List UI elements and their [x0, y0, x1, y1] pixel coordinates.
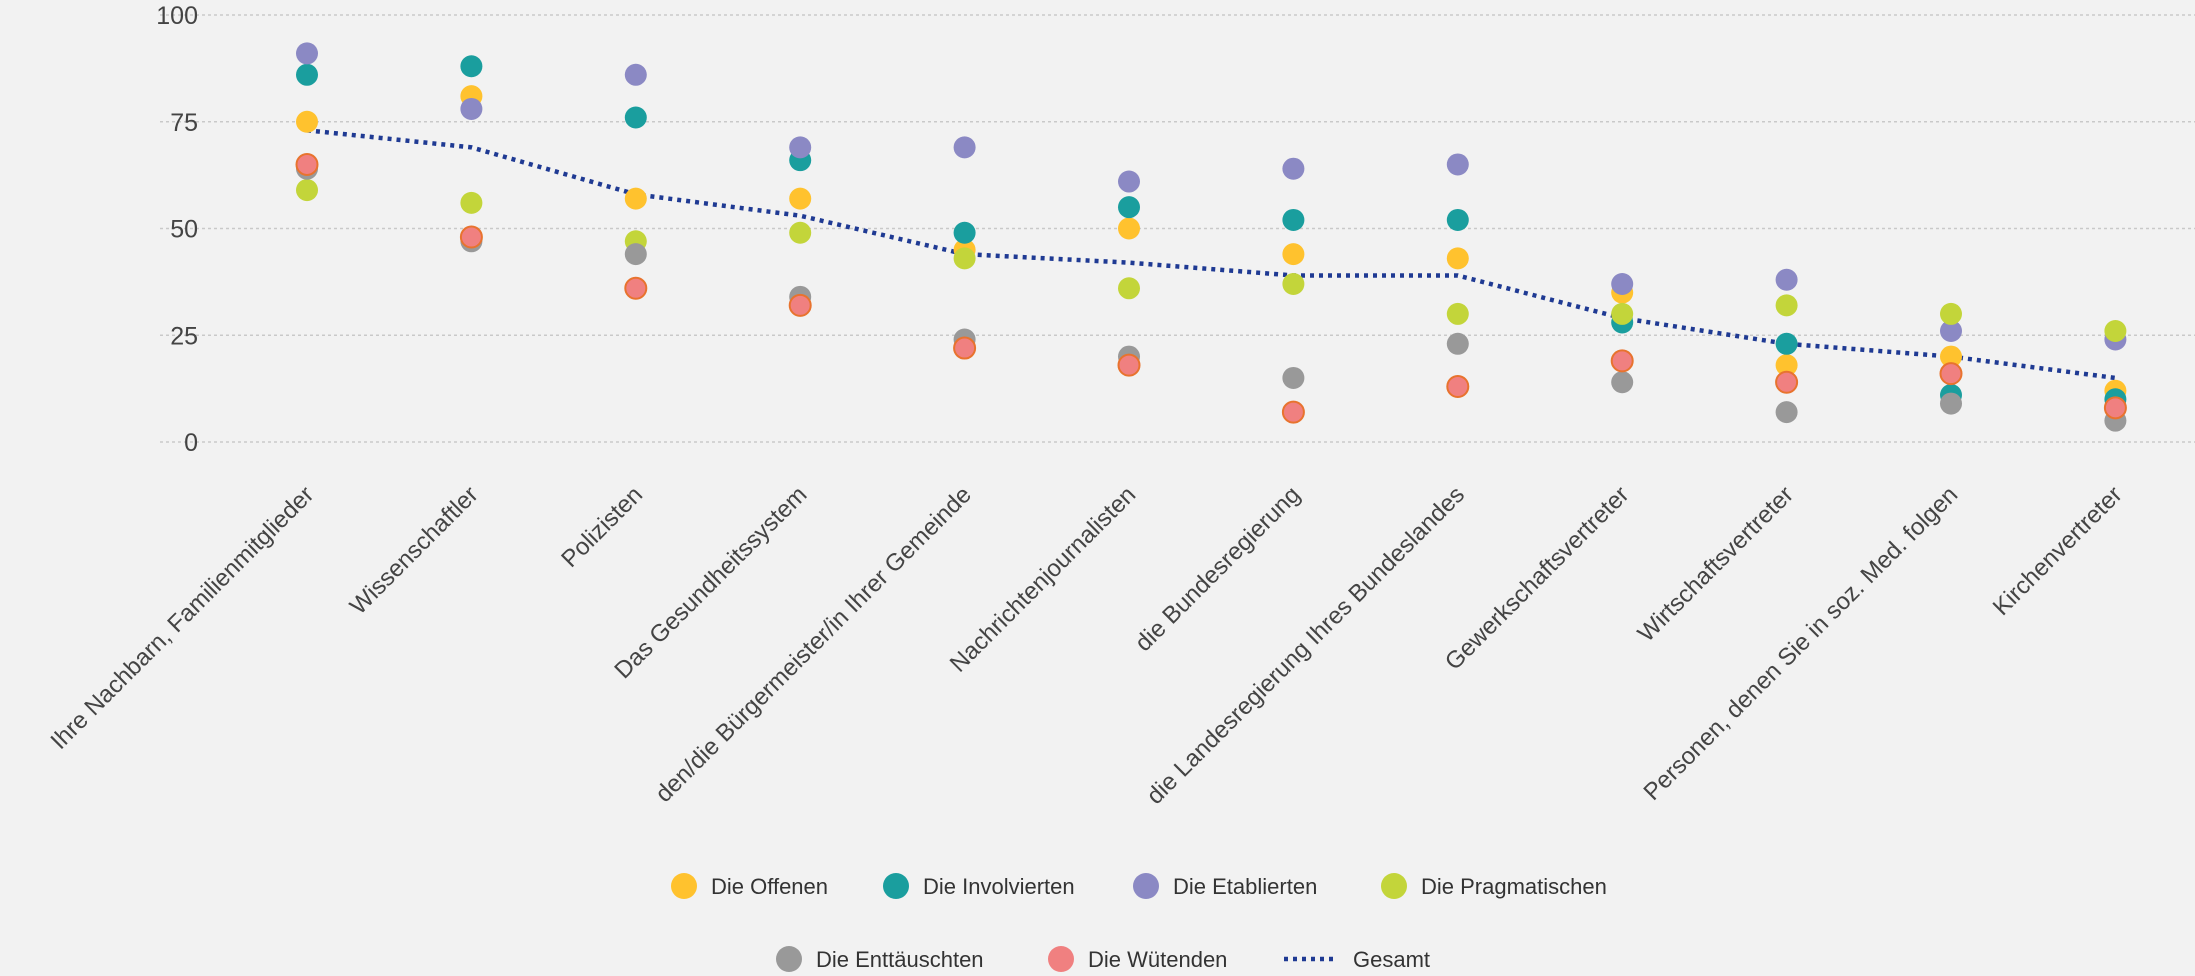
point-die-pragmatischen-wissenschaftler	[460, 191, 483, 214]
point-die-pragmatischen-personen-denen-sie-in-soz-med-folgen	[1940, 302, 1962, 325]
point-die-offenen-die-bundesregierung	[1282, 243, 1305, 266]
point-die-pragmatischen-das-gesundheitssystem	[789, 221, 812, 244]
legend-label-gesamt: Gesamt	[1353, 947, 1430, 972]
point-die-offenen-polizisten	[624, 187, 647, 210]
point-die-involvierten-wissenschaftler	[460, 55, 483, 78]
point-die-wuetenden-nachrichtenjournalisten	[1117, 353, 1141, 377]
point-die-wuetenden-wissenschaftler	[459, 225, 483, 249]
y-axis: 0 25 50 75 100	[156, 2, 198, 457]
point-die-wuetenden-das-gesundheitssystem	[788, 293, 812, 317]
point-die-pragmatischen-den-die-buergermeister-in-ihrer-gemeinde	[953, 247, 976, 270]
x-tick-label-kirchenvertreter: Kirchenvertreter	[1988, 481, 2128, 621]
data-points	[295, 42, 2127, 432]
point-die-wuetenden-die-bundesregierung	[1281, 400, 1305, 424]
legend-marker-die-wuetenden	[1048, 946, 1074, 972]
y-tick-label-0: 0	[184, 429, 198, 457]
point-die-wuetenden-gewerkschaftsvertreter	[1610, 349, 1634, 373]
x-tick-label-wissenschaftler: Wissenschaftler	[345, 481, 484, 620]
point-die-enttaeuschten-polizisten	[624, 243, 647, 266]
series-line-gesamt	[306, 128, 2116, 381]
legend-label-die-enttaeuschten: Die Enttäuschten	[816, 947, 984, 972]
point-die-pragmatischen-ihre-nachbarn-familienmitglieder	[296, 179, 318, 202]
point-die-wuetenden-polizisten	[624, 276, 648, 300]
x-tick-label-das-gesundheitssystem: Das Gesundheitssystem	[609, 481, 812, 684]
point-die-offenen-personen-denen-sie-in-soz-med-folgen	[1940, 345, 1962, 368]
point-die-wuetenden-kirchenvertreter	[2103, 396, 2127, 420]
point-die-pragmatischen-wirtschaftsvertreter	[1775, 294, 1798, 317]
point-die-pragmatischen-nachrichtenjournalisten	[1118, 277, 1140, 300]
x-axis: Ihre Nachbarn, Familienmitglieder Wissens…	[45, 481, 2127, 810]
point-die-enttaeuschten-gewerkschaftsvertreter	[1611, 371, 1634, 394]
x-tick-label-personen-denen-sie-in-soz-med-folgen: Personen, denen Sie in soz. Med. folgen	[1638, 481, 1963, 806]
point-die-pragmatischen-die-landesregierung-ihres-bundeslandes	[1446, 302, 1469, 325]
x-tick-label-ihre-nachbarn-familienmitglieder: Ihre Nachbarn, Familienmitglieder	[45, 481, 319, 755]
legend: Die Offenen Die Involvierten Die Etabliert…	[671, 873, 1607, 972]
x-tick-label-polizisten: Polizisten	[556, 481, 648, 573]
y-tick-label-50: 50	[170, 216, 198, 244]
x-tick-label-den-die-buergermeister-in-ihrer-gemeinde: den/die Bürgermeister/in Ihrer Gemeinde	[650, 481, 977, 808]
legend-marker-die-etablierten	[1133, 873, 1159, 899]
point-die-etablierten-wissenschaftler	[460, 97, 483, 120]
x-tick-label-nachrichtenjournalisten: Nachrichtenjournalisten	[945, 481, 1141, 677]
legend-label-die-offenen: Die Offenen	[711, 874, 828, 899]
point-die-wuetenden-personen-denen-sie-in-soz-med-folgen	[1939, 362, 1963, 386]
point-die-etablierten-personen-denen-sie-in-soz-med-folgen	[1940, 319, 1962, 342]
point-die-involvierten-die-landesregierung-ihres-bundeslandes	[1446, 208, 1469, 231]
point-die-etablierten-gewerkschaftsvertreter	[1611, 273, 1634, 296]
x-tick-label-wirtschaftsvertreter: Wirtschaftsvertreter	[1633, 481, 1799, 647]
point-die-wuetenden-den-die-buergermeister-in-ihrer-gemeinde	[953, 336, 977, 360]
point-die-involvierten-wirtschaftsvertreter	[1775, 332, 1798, 355]
point-die-wuetenden-ihre-nachbarn-familienmitglieder	[295, 152, 319, 176]
legend-marker-die-pragmatischen	[1381, 873, 1407, 899]
legend-label-die-etablierten: Die Etablierten	[1173, 874, 1317, 899]
point-die-etablierten-den-die-buergermeister-in-ihrer-gemeinde	[953, 136, 976, 159]
point-die-etablierten-polizisten	[624, 63, 647, 86]
legend-marker-die-involvierten	[883, 873, 909, 899]
point-die-involvierten-ihre-nachbarn-familienmitglieder	[296, 63, 318, 86]
point-die-pragmatischen-gewerkschaftsvertreter	[1611, 302, 1634, 325]
point-die-involvierten-den-die-buergermeister-in-ihrer-gemeinde	[953, 221, 976, 244]
point-die-wuetenden-die-landesregierung-ihres-bundeslandes	[1446, 374, 1470, 398]
point-die-etablierten-ihre-nachbarn-familienmitglieder	[296, 42, 318, 65]
point-die-offenen-die-landesregierung-ihres-bundeslandes	[1446, 247, 1469, 270]
x-tick-label-gewerkschaftsvertreter: Gewerkschaftsvertreter	[1440, 481, 1635, 676]
point-die-offenen-ihre-nachbarn-familienmitglieder	[296, 110, 318, 133]
point-die-etablierten-die-landesregierung-ihres-bundeslandes	[1446, 153, 1469, 176]
x-tick-label-die-bundesregierung: die Bundesregierung	[1130, 481, 1306, 657]
y-tick-label-100: 100	[156, 2, 198, 30]
legend-marker-die-offenen	[671, 873, 697, 899]
y-tick-label-25: 25	[170, 322, 198, 350]
point-die-involvierten-die-bundesregierung	[1282, 208, 1305, 231]
point-die-offenen-wirtschaftsvertreter	[1775, 354, 1798, 377]
point-die-offenen-das-gesundheitssystem	[789, 187, 812, 210]
point-die-enttaeuschten-die-landesregierung-ihres-bundeslandes	[1446, 332, 1469, 355]
legend-label-die-pragmatischen: Die Pragmatischen	[1421, 874, 1607, 899]
x-tick-label-die-landesregierung-ihres-bundeslandes: die Landesregierung Ihres Bundeslandes	[1141, 481, 1470, 810]
point-die-enttaeuschten-die-bundesregierung	[1282, 366, 1305, 389]
y-tick-label-75: 75	[170, 109, 198, 137]
point-die-wuetenden-wirtschaftsvertreter	[1775, 370, 1799, 394]
point-die-offenen-nachrichtenjournalisten	[1118, 217, 1140, 240]
point-die-involvierten-polizisten	[624, 106, 647, 129]
legend-label-die-involvierten: Die Involvierten	[923, 874, 1075, 899]
point-die-pragmatischen-die-bundesregierung	[1282, 273, 1305, 296]
point-die-etablierten-wirtschaftsvertreter	[1775, 268, 1798, 291]
point-die-etablierten-nachrichtenjournalisten	[1118, 170, 1140, 193]
point-die-etablierten-die-bundesregierung	[1282, 157, 1305, 180]
point-die-enttaeuschten-personen-denen-sie-in-soz-med-folgen	[1940, 392, 1962, 415]
point-die-involvierten-nachrichtenjournalisten	[1118, 196, 1140, 219]
point-die-etablierten-das-gesundheitssystem	[789, 136, 812, 159]
legend-label-die-wuetenden: Die Wütenden	[1088, 947, 1227, 972]
legend-marker-die-enttaeuschten	[776, 946, 802, 972]
gesamt-line-layer	[306, 128, 2116, 381]
point-die-enttaeuschten-wirtschaftsvertreter	[1775, 401, 1798, 424]
point-die-pragmatischen-kirchenvertreter	[2104, 319, 2127, 342]
